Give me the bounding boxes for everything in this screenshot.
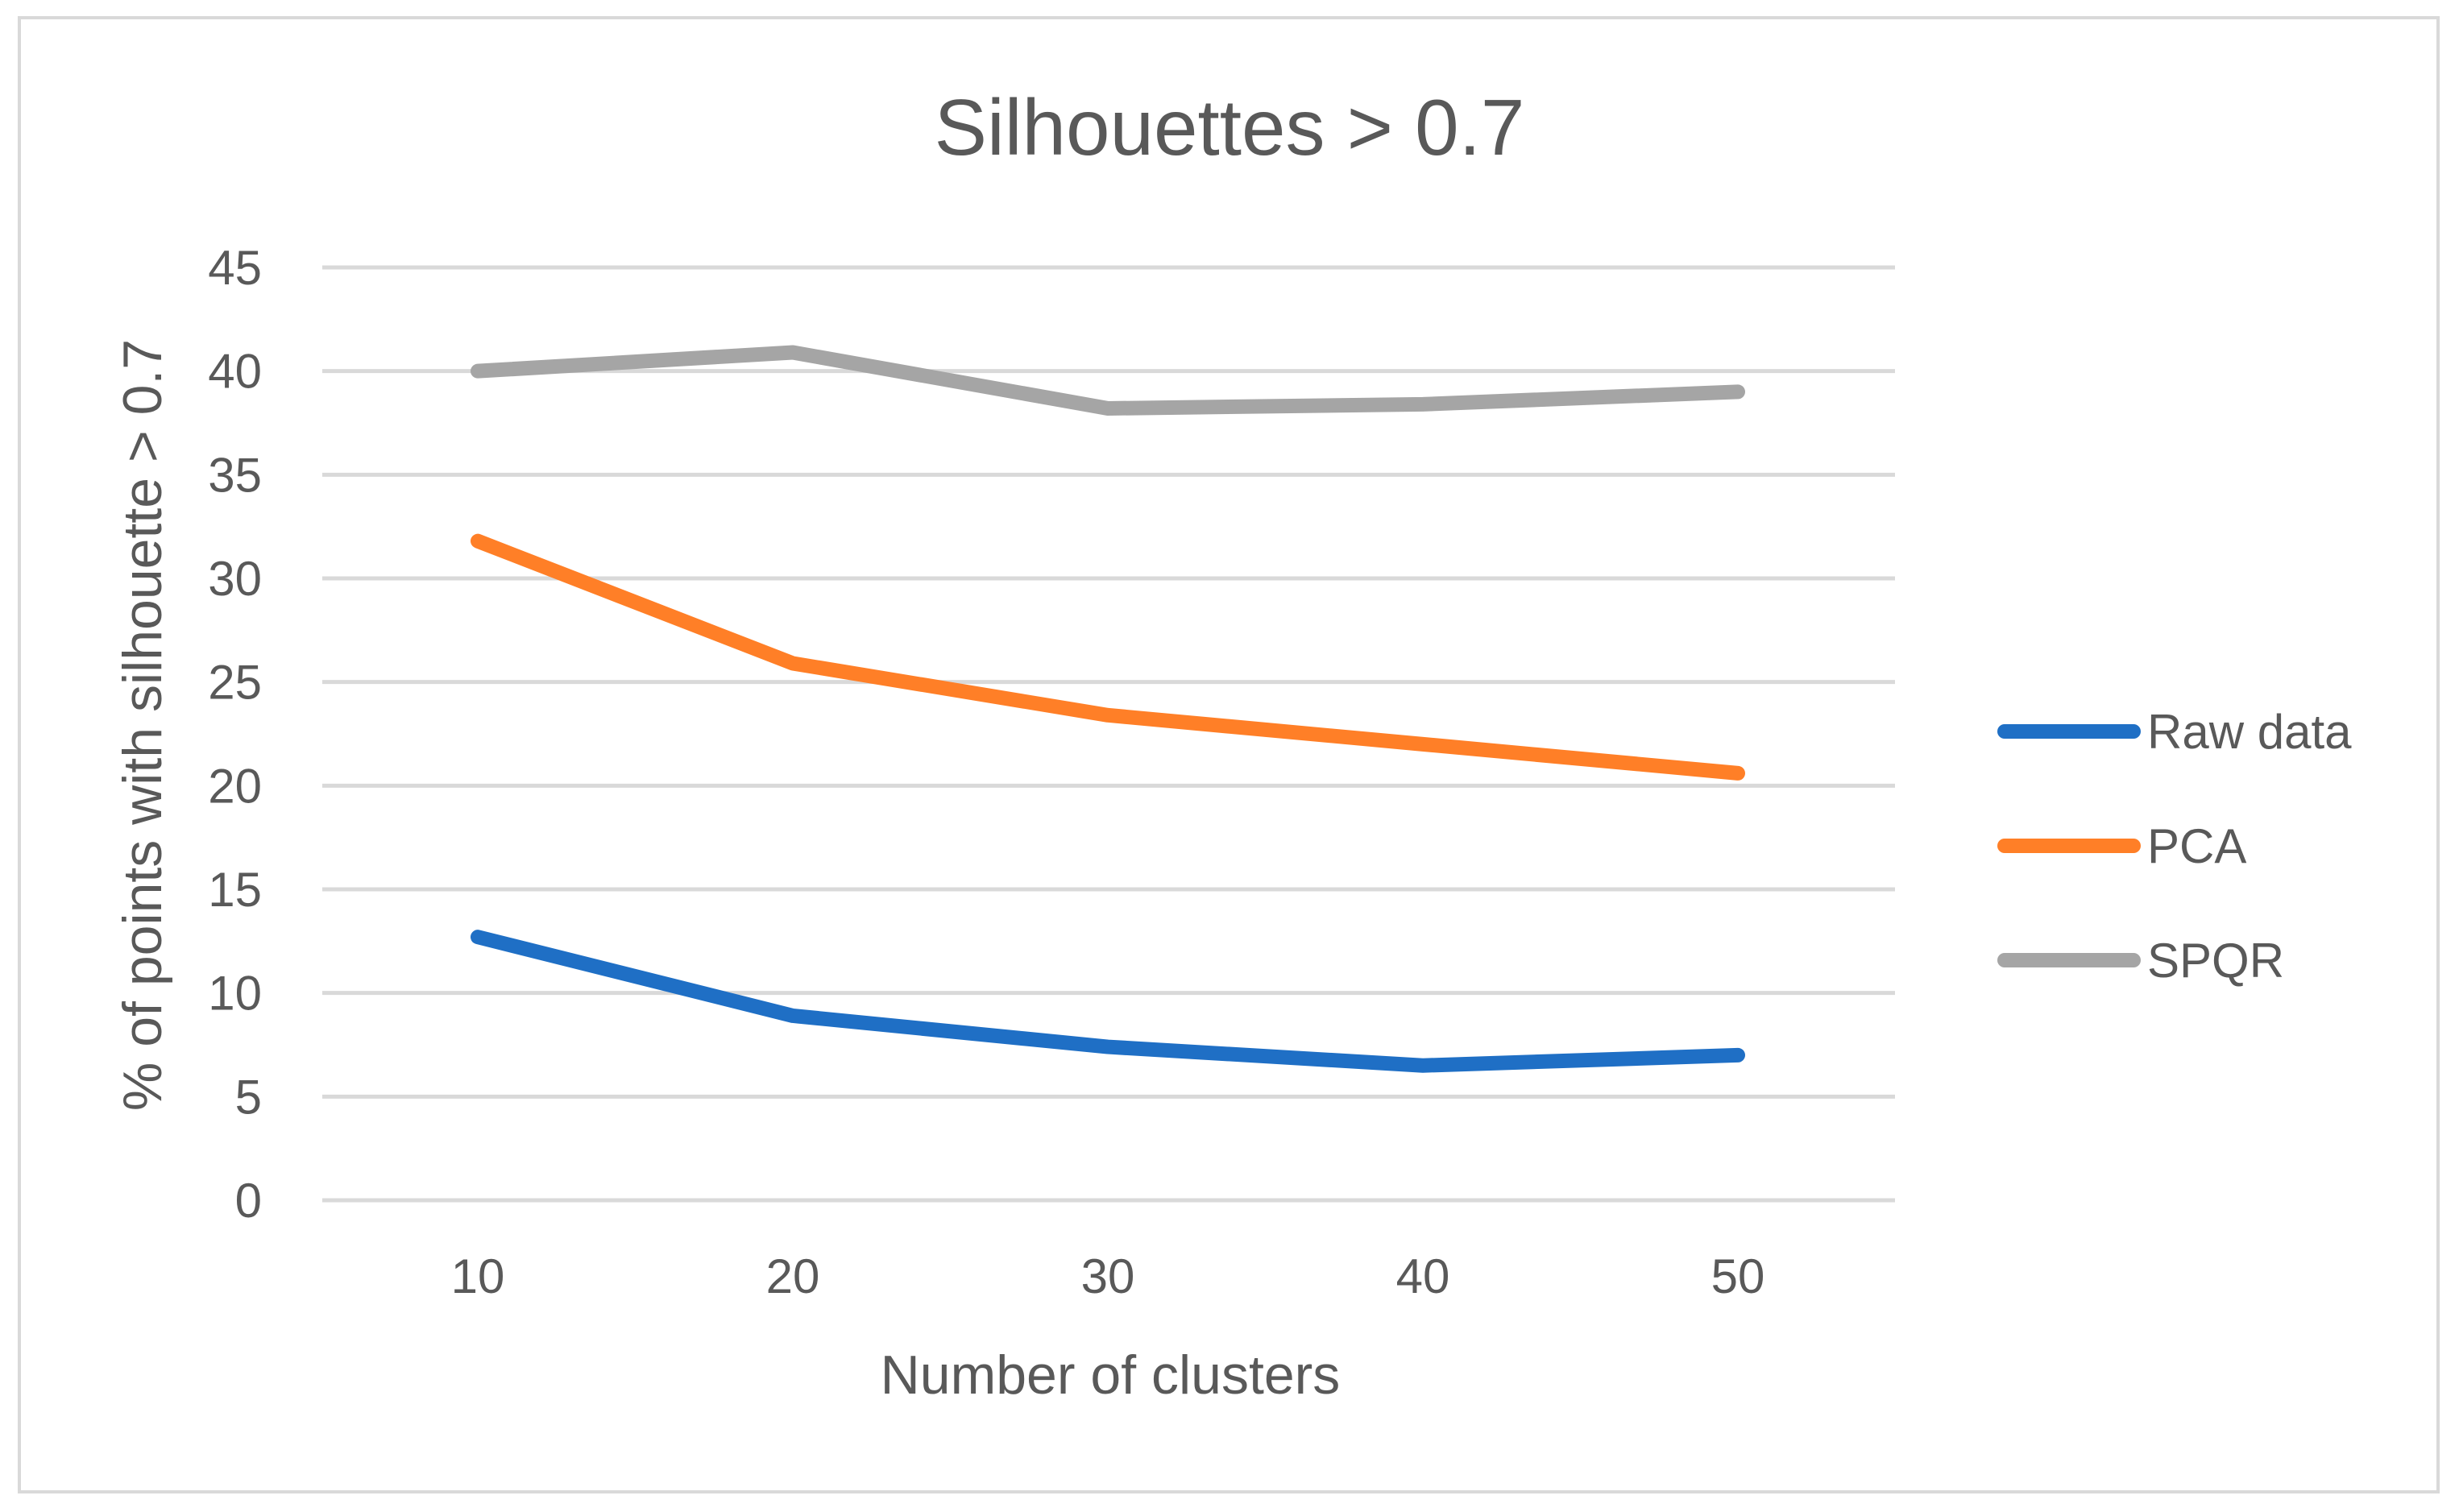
x-tick-label: 10 (451, 1249, 505, 1303)
y-tick-label: 5 (235, 1070, 262, 1124)
x-tick-label: 40 (1396, 1249, 1450, 1303)
y-tick-label: 0 (235, 1174, 262, 1228)
legend-label-pca: PCA (2147, 819, 2246, 873)
y-tick-label: 25 (208, 656, 262, 710)
x-tick-label: 30 (1081, 1249, 1135, 1303)
x-axis-ticks: 10 20 30 40 50 (451, 1249, 1765, 1303)
chart-frame (18, 16, 2440, 1493)
y-axis-label: % of points with silhouette > 0.7 (112, 339, 173, 1111)
series-line-raw-data (471, 930, 1745, 1073)
x-tick-label: 20 (766, 1249, 820, 1303)
y-axis-ticks: 0 5 10 15 20 25 30 35 40 45 (208, 241, 262, 1228)
y-tick-label: 30 (208, 552, 262, 606)
series-line-pca (471, 533, 1745, 781)
y-tick-label: 20 (208, 759, 262, 813)
y-tick-label: 10 (208, 967, 262, 1021)
y-tick-label: 40 (208, 345, 262, 399)
series-line-spqr (471, 345, 1745, 416)
legend-label-spqr: SPQR (2147, 934, 2284, 988)
legend-label-raw-data: Raw data (2147, 705, 2352, 759)
y-tick-label: 15 (208, 863, 262, 917)
y-tick-label: 45 (208, 241, 262, 295)
legend: Raw data PCA SPQR (1997, 705, 2352, 988)
chart-title: Silhouettes > 0.7 (935, 83, 1525, 172)
x-axis-label: Number of clusters (881, 1344, 1341, 1406)
x-tick-label: 50 (1711, 1249, 1765, 1303)
y-tick-label: 35 (208, 448, 262, 502)
series-lines (471, 345, 1745, 1073)
